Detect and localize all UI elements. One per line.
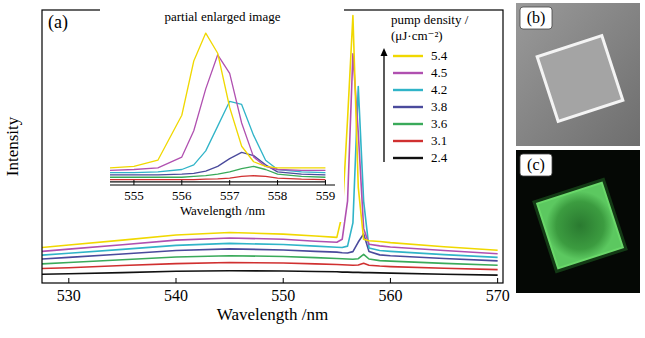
legend-entry: 3.6 xyxy=(431,116,448,131)
microcrystal-glow xyxy=(532,178,628,274)
x-axis xyxy=(110,185,335,186)
legend-swatch xyxy=(393,157,423,159)
legend-arrow-head xyxy=(381,48,388,56)
x-tick xyxy=(277,180,278,185)
image-label-box xyxy=(520,154,552,176)
sem-image: (b) xyxy=(516,3,640,146)
x-tick xyxy=(176,278,177,283)
spectrum-line xyxy=(42,234,498,261)
spectrum-line xyxy=(42,254,498,265)
legend-entry: 3.8 xyxy=(431,99,447,114)
x-tick-label: 550 xyxy=(271,287,295,304)
panel-label: (a) xyxy=(48,12,68,33)
inset-title: partial enlarged image xyxy=(165,9,281,24)
legend-entry: 4.2 xyxy=(431,82,447,97)
spectrum-line xyxy=(42,263,498,270)
x-tick-label: 530 xyxy=(57,287,81,304)
x-tick xyxy=(283,278,284,283)
legend-title: pump density /(μJ·cm⁻²) xyxy=(391,12,469,43)
legend-swatch xyxy=(393,72,423,74)
inset-chart: 555 556 557 558 559 Wavelength /nm partial enl… xyxy=(100,6,344,222)
legend-entry: 3.1 xyxy=(431,133,447,148)
figure: 530 540 550 560 570 Wavelength /nm Intensity (a… xyxy=(0,0,645,338)
x-tick xyxy=(229,180,230,185)
x-tick-label: 540 xyxy=(164,287,188,304)
legend: pump density /(μJ·cm⁻²) 5.4 4.5 4.2 3.8 3.6 3.… xyxy=(381,12,469,165)
legend-title-line: pump density / xyxy=(391,12,469,27)
legend-swatch xyxy=(393,140,423,142)
legend-swatch xyxy=(393,89,423,91)
image-label: (c) xyxy=(527,156,545,174)
spectrum-line xyxy=(42,271,498,275)
legend-swatch xyxy=(393,55,423,57)
image-background xyxy=(516,3,640,146)
x-tick-label: 558 xyxy=(268,188,288,203)
inset-background xyxy=(100,6,344,222)
legend-entry: 2.4 xyxy=(431,150,448,165)
y-axis-title: Intensity xyxy=(3,116,22,176)
x-tick-label: 555 xyxy=(124,188,144,203)
legend-entry: 5.4 xyxy=(431,48,448,63)
x-tick xyxy=(181,180,182,185)
legend-title-line: (μJ·cm⁻²) xyxy=(391,28,443,43)
x-tick-label: 570 xyxy=(486,287,510,304)
spectrum-line xyxy=(110,55,325,170)
image-label: (b) xyxy=(527,9,546,27)
spectrum-line xyxy=(110,181,325,182)
x-tick-label: 559 xyxy=(316,188,336,203)
legend-swatch xyxy=(393,123,423,125)
x-axis-title: Wavelength /nm xyxy=(217,305,328,324)
microcrystal xyxy=(537,183,623,269)
image-background xyxy=(516,150,640,293)
legend-arrow xyxy=(383,52,384,162)
series-group xyxy=(110,33,325,182)
x-tick xyxy=(497,278,498,283)
image-label-box xyxy=(520,7,552,29)
x-axis-title: Wavelength /nm xyxy=(180,203,265,218)
x-tick xyxy=(390,278,391,283)
spectrum-line xyxy=(110,101,325,172)
spectrum-line xyxy=(110,33,325,168)
x-tick-label: 556 xyxy=(172,188,192,203)
x-tick xyxy=(68,278,69,283)
x-tick xyxy=(325,180,326,185)
microcrystal xyxy=(537,36,623,122)
x-tick-label: 557 xyxy=(220,188,240,203)
legend-swatch xyxy=(393,106,423,108)
x-tick-label: 560 xyxy=(378,287,402,304)
x-tick xyxy=(133,180,134,185)
fluorescence-image: (c) xyxy=(516,150,640,293)
legend-entry: 4.5 xyxy=(431,65,447,80)
